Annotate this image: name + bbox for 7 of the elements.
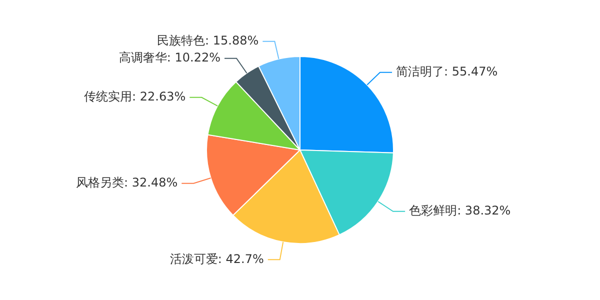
slice-label: 风格另类: 32.48% [76, 176, 178, 190]
slice-label: 传统实用: 22.63% [84, 90, 186, 104]
slice-label: 简洁明了: 55.47% [396, 64, 498, 78]
slice-label: 高调奢华: 10.22% [118, 50, 221, 64]
slice-label: 民族特色: 15.88% [157, 34, 259, 48]
slice-label: 活泼可爱: 42.7% [170, 252, 264, 266]
slice-label: 色彩鲜明: 38.32% [409, 204, 511, 218]
